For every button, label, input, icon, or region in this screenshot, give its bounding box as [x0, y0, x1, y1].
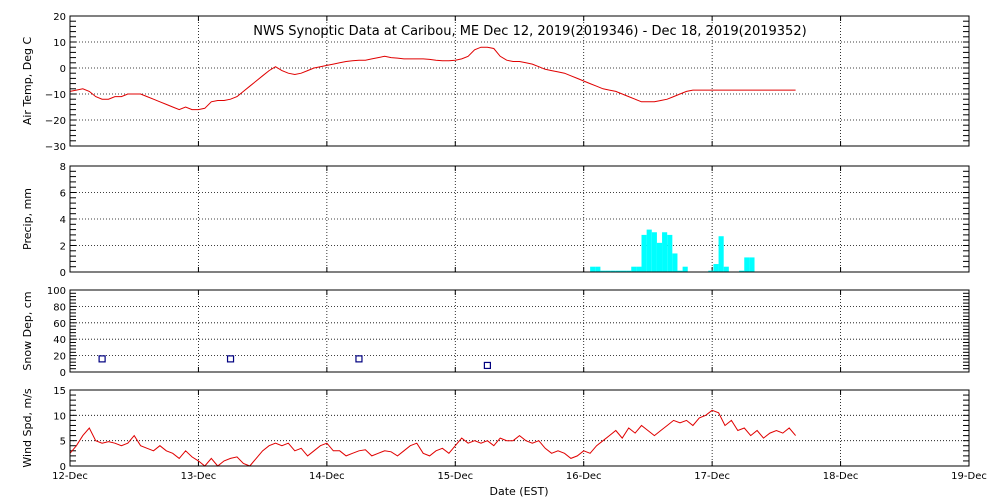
y-tick-label: −10 — [45, 90, 66, 101]
precip-bar — [718, 236, 724, 272]
precip-bar — [656, 242, 663, 272]
y-tick-label: 5 — [60, 437, 66, 448]
y-axis-title: Air Temp, Deg C — [21, 37, 34, 126]
snow-point — [226, 355, 235, 363]
precip-bar — [595, 266, 601, 272]
y-tick-label: 15 — [53, 386, 66, 397]
panel-frame — [69, 389, 970, 467]
y-tick-label: 20 — [53, 12, 66, 23]
x-tick-label: 13-Dec — [181, 471, 217, 482]
precip-bar — [651, 232, 657, 272]
precip-bar — [723, 266, 729, 272]
y-tick-label: 0 — [60, 268, 66, 279]
precip-bar — [744, 257, 750, 272]
x-tick-label: 16-Dec — [566, 471, 602, 482]
precip-bar — [739, 270, 745, 272]
panel-frame — [69, 165, 970, 273]
precip-bar — [610, 270, 616, 272]
precip-bar — [677, 270, 683, 272]
y-tick-label: 0 — [60, 368, 66, 379]
precip-bar — [641, 234, 647, 272]
x-tick-label: 19-Dec — [951, 471, 987, 482]
panel-frame — [69, 289, 970, 373]
precip-bar — [708, 270, 714, 272]
precip-bar — [600, 270, 606, 272]
panel-4: 15 10 5 0 Wind Spd, m/s — [21, 386, 970, 473]
x-tick-label: 17-Dec — [694, 471, 730, 482]
precip-bar — [631, 266, 637, 272]
x-tick-label: 14-Dec — [309, 471, 345, 482]
y-tick-label: 10 — [53, 411, 66, 422]
x-tick-label: 18-Dec — [823, 471, 859, 482]
precip-bar — [626, 270, 632, 272]
panel-2: 8 6 4 2 0 Precip, mm — [21, 162, 970, 279]
snow-point — [355, 355, 363, 363]
precip-bar — [615, 270, 621, 272]
snow-point — [98, 355, 106, 363]
y-tick-label: 40 — [53, 335, 66, 346]
series-line — [69, 409, 796, 467]
precip-bar — [682, 266, 688, 272]
snow-point — [483, 361, 491, 370]
y-tick-label: 20 — [53, 352, 66, 363]
precip-bar — [590, 266, 596, 272]
y-tick-label: 4 — [60, 215, 66, 226]
y-tick-label: 6 — [60, 189, 66, 200]
panel-frame — [69, 15, 970, 147]
panel-1: 20 10 0 −10 −20 −30 Air Temp, Deg C — [21, 12, 970, 153]
precip-bar — [713, 264, 719, 272]
precip-bar — [646, 229, 652, 272]
y-tick-label: 0 — [60, 64, 66, 75]
y-axis-title: Precip, mm — [21, 188, 34, 250]
y-tick-label: −20 — [45, 116, 66, 127]
x-tick-label: 12-Dec — [52, 471, 88, 482]
y-tick-label: −30 — [45, 142, 66, 153]
y-tick-label: 0 — [60, 462, 66, 473]
y-tick-label: 2 — [60, 242, 66, 253]
precip-bar — [662, 232, 668, 272]
y-axis-title: Snow Dep, cm — [21, 291, 34, 370]
y-tick-label: 80 — [53, 302, 66, 313]
x-tick-label: 15-Dec — [437, 471, 473, 482]
y-tick-label: 60 — [53, 319, 66, 330]
y-tick-label: 10 — [53, 38, 66, 49]
precip-bar — [672, 253, 678, 272]
x-axis-title: Date (EST) — [489, 485, 548, 498]
chart-title: NWS Synoptic Data at Caribou, ME Dec 12,… — [253, 24, 806, 39]
y-axis-title: Wind Spd, m/s — [21, 388, 34, 468]
series-line — [69, 46, 796, 111]
precip-bar — [667, 234, 673, 272]
y-tick-label: 100 — [47, 286, 66, 297]
precip-bar — [605, 270, 611, 272]
panel-3: 100 80 60 40 20 0 Snow Dep, cm — [21, 286, 970, 379]
precip-bar — [620, 270, 627, 272]
precip-bar — [636, 266, 642, 272]
y-tick-label: 8 — [60, 162, 66, 173]
precip-bar — [749, 257, 755, 272]
